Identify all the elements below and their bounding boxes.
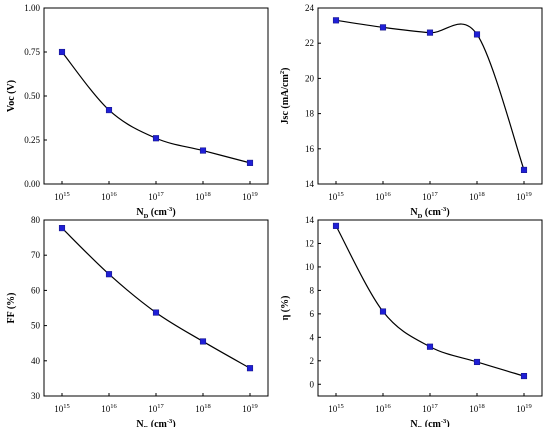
ff-x-axis-label: ND (cm-3): [136, 418, 175, 427]
ff-x-tick-label: 1018: [195, 403, 211, 414]
voc-y-tick-label: 0.75: [24, 47, 40, 57]
ff-series-line: [61, 227, 251, 369]
efficiency-data-point: [520, 373, 528, 380]
efficiency-x-tick-label: 1015: [328, 403, 344, 414]
efficiency-series-line: [335, 225, 525, 377]
jsc-y-axis-label: Jsc (mA/cm2): [279, 68, 291, 125]
ff-x-tick-label: 1016: [101, 403, 117, 414]
voc-panel: 0.00 0.25 0.50 0.75 1.00 1015 1016 1017 1018 1019…: [6, 3, 269, 220]
jsc-data-point: [473, 31, 481, 38]
voc-x-tick-label: 1017: [148, 191, 164, 202]
jsc-x-tick-label: 1018: [469, 191, 485, 202]
efficiency-data-point: [426, 343, 434, 350]
ff-y-axis-label: FF (%): [6, 292, 17, 323]
efficiency-y-tick-label: 4: [310, 332, 315, 342]
ff-y-tick-label: 80: [31, 215, 41, 225]
jsc-x-tick-label: 1017: [422, 191, 438, 202]
voc-y-tick-label: 0.00: [24, 179, 40, 189]
ff-data-point: [58, 225, 66, 232]
efficiency-x-tick-label: 1018: [469, 403, 485, 414]
ff-y-tick-label: 30: [31, 391, 41, 401]
jsc-y-tick-label: 20: [305, 73, 315, 83]
efficiency-panel: 0 2 4 6 8 10 12 14 1015 1016 1017 1018 1019 ND (cm-3)…: [280, 215, 543, 427]
efficiency-x-tick-label: 1017: [422, 403, 438, 414]
jsc-panel: 14 16 18 20 22 24 1015 1016 1017 1018 1019 ND (cm-3…: [279, 3, 543, 220]
ff-x-tick-label: 1017: [148, 403, 164, 414]
efficiency-y-tick-label: 2: [310, 356, 315, 366]
ff-plot-frame: [43, 219, 269, 397]
jsc-x-tick-label: 1019: [516, 191, 532, 202]
jsc-data-point: [520, 166, 528, 173]
voc-y-tick-label: 0.50: [24, 91, 40, 101]
efficiency-y-tick-label: 6: [310, 309, 315, 319]
efficiency-plot-frame: [317, 219, 543, 397]
efficiency-y-tick-label: 10: [305, 262, 315, 272]
ff-y-tick-label: 40: [31, 356, 41, 366]
voc-x-tick-label: 1016: [101, 191, 117, 202]
voc-x-tick-label: 1018: [195, 191, 211, 202]
jsc-x-tick-label: 1015: [328, 191, 344, 202]
voc-x-axis-label: ND (cm-3): [136, 206, 175, 220]
ff-y-tick-label: 70: [31, 250, 41, 260]
ff-y-tick-label: 50: [31, 321, 41, 331]
ff-data-point: [246, 365, 254, 372]
jsc-data-point: [332, 17, 340, 24]
efficiency-data-point: [473, 358, 481, 366]
efficiency-data-point: [332, 222, 340, 229]
jsc-x-axis-label: ND (cm-3): [410, 206, 449, 220]
jsc-y-tick-label: 16: [305, 144, 315, 154]
voc-data-point: [199, 147, 207, 154]
ff-data-point: [152, 309, 160, 316]
ff-data-point: [199, 338, 207, 345]
jsc-y-tick-label: 22: [305, 38, 314, 48]
efficiency-x-axis-label: ND (cm-3): [410, 418, 449, 427]
jsc-y-tick-label: 18: [305, 109, 315, 119]
voc-data-point: [152, 135, 160, 142]
efficiency-y-tick-label: 8: [310, 285, 315, 295]
voc-series-line: [61, 51, 251, 164]
ff-data-point: [105, 271, 113, 278]
ff-y-tick-label: 60: [31, 285, 41, 295]
efficiency-y-axis-label: η (%): [280, 296, 291, 321]
efficiency-y-tick-label: 0: [310, 379, 315, 389]
voc-y-axis-label: Voc (V): [6, 80, 17, 112]
jsc-y-tick-label: 14: [305, 179, 315, 189]
efficiency-y-tick-label: 14: [305, 215, 315, 225]
voc-y-tick-label: 0.25: [24, 135, 40, 145]
jsc-x-tick-label: 1016: [375, 191, 391, 202]
voc-data-point: [58, 48, 66, 56]
jsc-series-line: [335, 19, 525, 171]
jsc-data-point: [379, 24, 387, 31]
voc-x-tick-label: 1019: [242, 191, 258, 202]
ff-x-tick-label: 1015: [54, 403, 70, 414]
jsc-y-tick-label: 24: [305, 3, 315, 13]
efficiency-x-tick-label: 1016: [375, 403, 391, 414]
jsc-data-point: [426, 29, 434, 36]
efficiency-x-tick-label: 1019: [516, 403, 532, 414]
voc-data-point: [246, 159, 254, 166]
voc-x-tick-label: 1015: [54, 191, 70, 202]
ff-panel: 30 40 50 60 70 80 1015 1016 1017 1018 1019 ND (cm-3…: [6, 215, 269, 427]
voc-data-point: [105, 107, 113, 114]
ff-x-tick-label: 1019: [242, 403, 258, 414]
efficiency-y-tick-label: 12: [305, 238, 314, 248]
efficiency-data-point: [379, 308, 387, 315]
voc-plot-frame: [43, 7, 269, 185]
voc-y-tick-label: 1.00: [24, 3, 40, 13]
